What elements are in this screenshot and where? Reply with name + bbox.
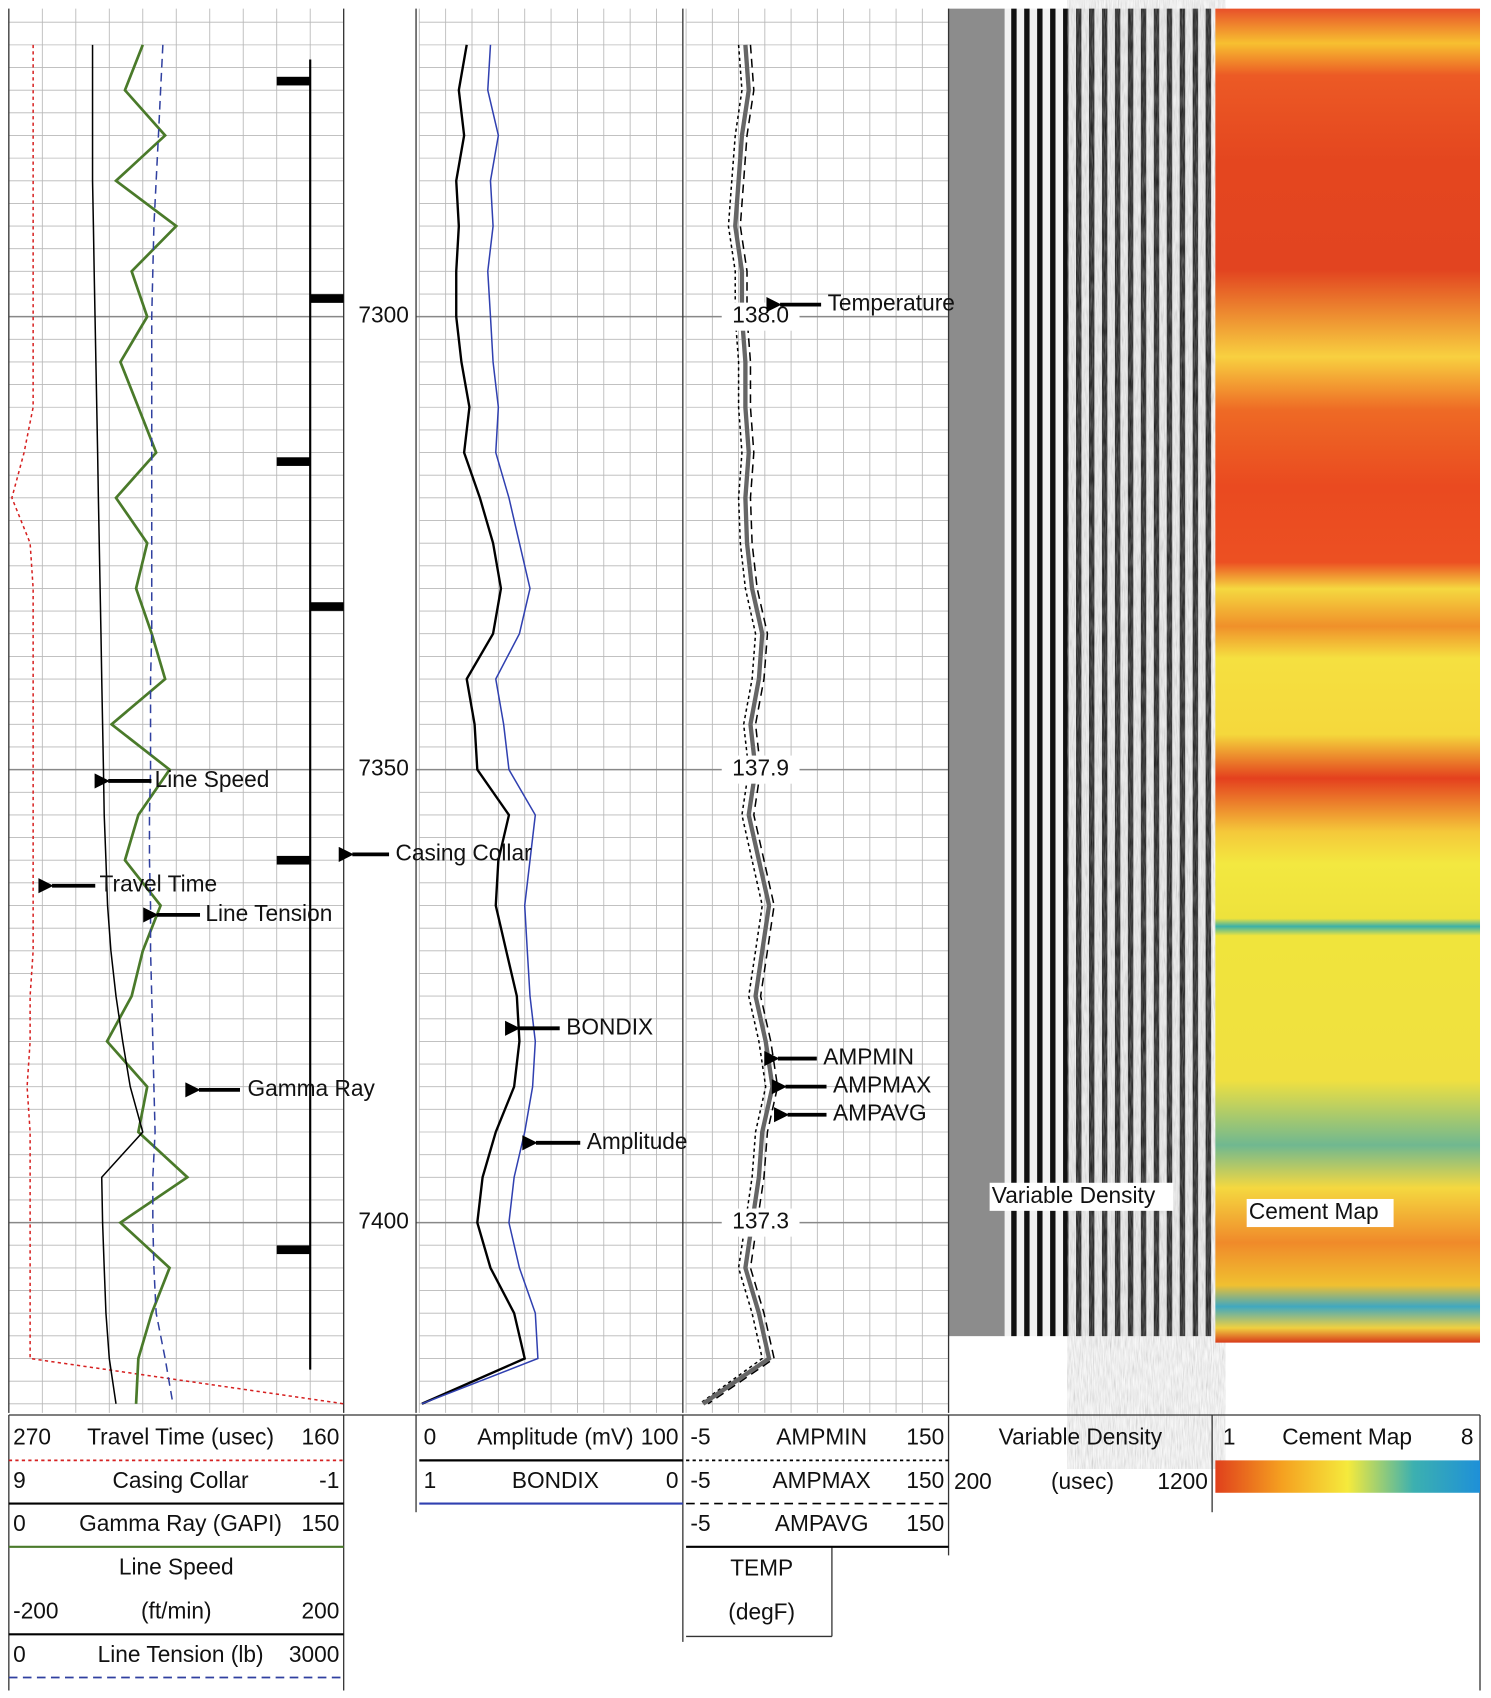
temp-label: 137.3	[732, 1208, 789, 1234]
temp-header: TEMP	[730, 1554, 793, 1580]
annotation: Amplitude	[587, 1128, 688, 1154]
legend-scale-right: -1	[319, 1467, 339, 1493]
legend-name: AMPMIN	[776, 1424, 867, 1450]
legend-scale-left: 270	[13, 1424, 51, 1450]
temp-unit: (degF)	[728, 1599, 795, 1625]
annotation-bg	[1246, 1198, 1394, 1228]
depth-label: 7350	[358, 755, 408, 781]
legend-scale-left: 0	[424, 1424, 437, 1450]
temp-label-bg	[721, 1208, 800, 1237]
annotation: AMPMIN	[823, 1044, 914, 1070]
legend-scale-left: -200	[13, 1598, 58, 1624]
legend-name: Gamma Ray (GAPI)	[79, 1510, 282, 1536]
log-curve	[105, 44, 190, 1404]
log-curve	[421, 44, 527, 1405]
legend-name: AMPAVG	[775, 1510, 869, 1536]
annotation: Line Speed	[155, 766, 270, 792]
legend-scale-right: 3000	[289, 1641, 339, 1667]
temp-label: 137.9	[732, 755, 789, 781]
legend-name: Amplitude (mV)	[477, 1424, 633, 1450]
legend-scale-left: 0	[13, 1510, 26, 1536]
cement-max: 8	[1461, 1424, 1474, 1450]
collar-bar	[276, 76, 311, 86]
legend-scale-right: 150	[906, 1424, 944, 1450]
log-curve	[421, 44, 539, 1405]
legend-scale-left: 1	[424, 1467, 437, 1493]
log-curve	[699, 44, 767, 1405]
annotation: Cement Map	[1249, 1198, 1379, 1224]
legend-name: BONDIX	[512, 1467, 599, 1493]
annotation: AMPAVG	[833, 1100, 927, 1126]
legend-name: Casing Collar	[113, 1467, 250, 1493]
legend-name: AMPMAX	[773, 1467, 871, 1493]
legend-scale-left: -5	[690, 1510, 710, 1536]
temp-label-bg	[721, 302, 800, 331]
annotation: BONDIX	[566, 1013, 653, 1039]
legend-scale-left: 9	[13, 1467, 26, 1493]
log-curve	[701, 44, 775, 1406]
log-curve	[707, 44, 779, 1405]
cement-map-image	[1215, 8, 1481, 1343]
legend-scale-right: 100	[641, 1424, 679, 1450]
cement-min: 1	[1223, 1424, 1236, 1450]
annotation: AMPMAX	[833, 1072, 931, 1098]
cement-header: Cement Map	[1282, 1424, 1412, 1450]
collar-bar	[310, 294, 344, 303]
depth-label: 7400	[358, 1208, 408, 1234]
legend-scale-right: 150	[906, 1510, 944, 1536]
legend-unit: (ft/min)	[141, 1598, 212, 1624]
legend-name: Line Tension (lb)	[98, 1641, 264, 1667]
legend-scale-right: 0	[666, 1467, 679, 1493]
legend-scale-right: 150	[906, 1467, 944, 1493]
vdl-header: Variable Density	[999, 1424, 1163, 1450]
collar-bar	[276, 1245, 311, 1255]
annotation: Line Tension	[205, 900, 332, 926]
vdl-unit: (usec)	[1051, 1468, 1114, 1494]
depth-label-bg	[354, 302, 413, 331]
annotation: Casing Collar	[396, 839, 533, 865]
variable-density-image	[948, 8, 1213, 1337]
collar-bar	[276, 457, 311, 466]
annotation: Gamma Ray	[248, 1075, 376, 1101]
legend-scale-right: 160	[302, 1424, 340, 1450]
collar-bar	[310, 602, 344, 611]
vdl-max: 1200	[1157, 1468, 1207, 1494]
log-curve	[91, 44, 144, 1404]
vdl-min: 200	[954, 1468, 992, 1494]
legend-scale-left: -5	[690, 1424, 710, 1450]
header: TEMP (degF) Variable Density 200 (usec) …	[8, 1414, 1481, 1691]
temp-label-bg	[721, 755, 800, 784]
legend-scale-left: -5	[690, 1467, 710, 1493]
depth-label: 7300	[358, 302, 408, 328]
legend-scale-right: 200	[302, 1598, 340, 1624]
annotation-bg	[989, 1182, 1174, 1211]
log-curve	[148, 44, 174, 1404]
legend-scale-left: 0	[13, 1641, 26, 1667]
annotation: Variable Density	[992, 1182, 1156, 1208]
legend-scale-right: 150	[302, 1510, 340, 1536]
cement-color-bar	[1215, 1460, 1481, 1493]
annotation: Temperature	[828, 290, 955, 316]
annotation: Travel Time	[100, 871, 218, 897]
legend-name: Line Speed	[119, 1553, 234, 1579]
collar-bar	[276, 855, 311, 865]
depth-label-bg	[354, 1208, 413, 1237]
legend-name: Travel Time (usec)	[87, 1424, 274, 1450]
depth-label-bg	[354, 755, 413, 784]
